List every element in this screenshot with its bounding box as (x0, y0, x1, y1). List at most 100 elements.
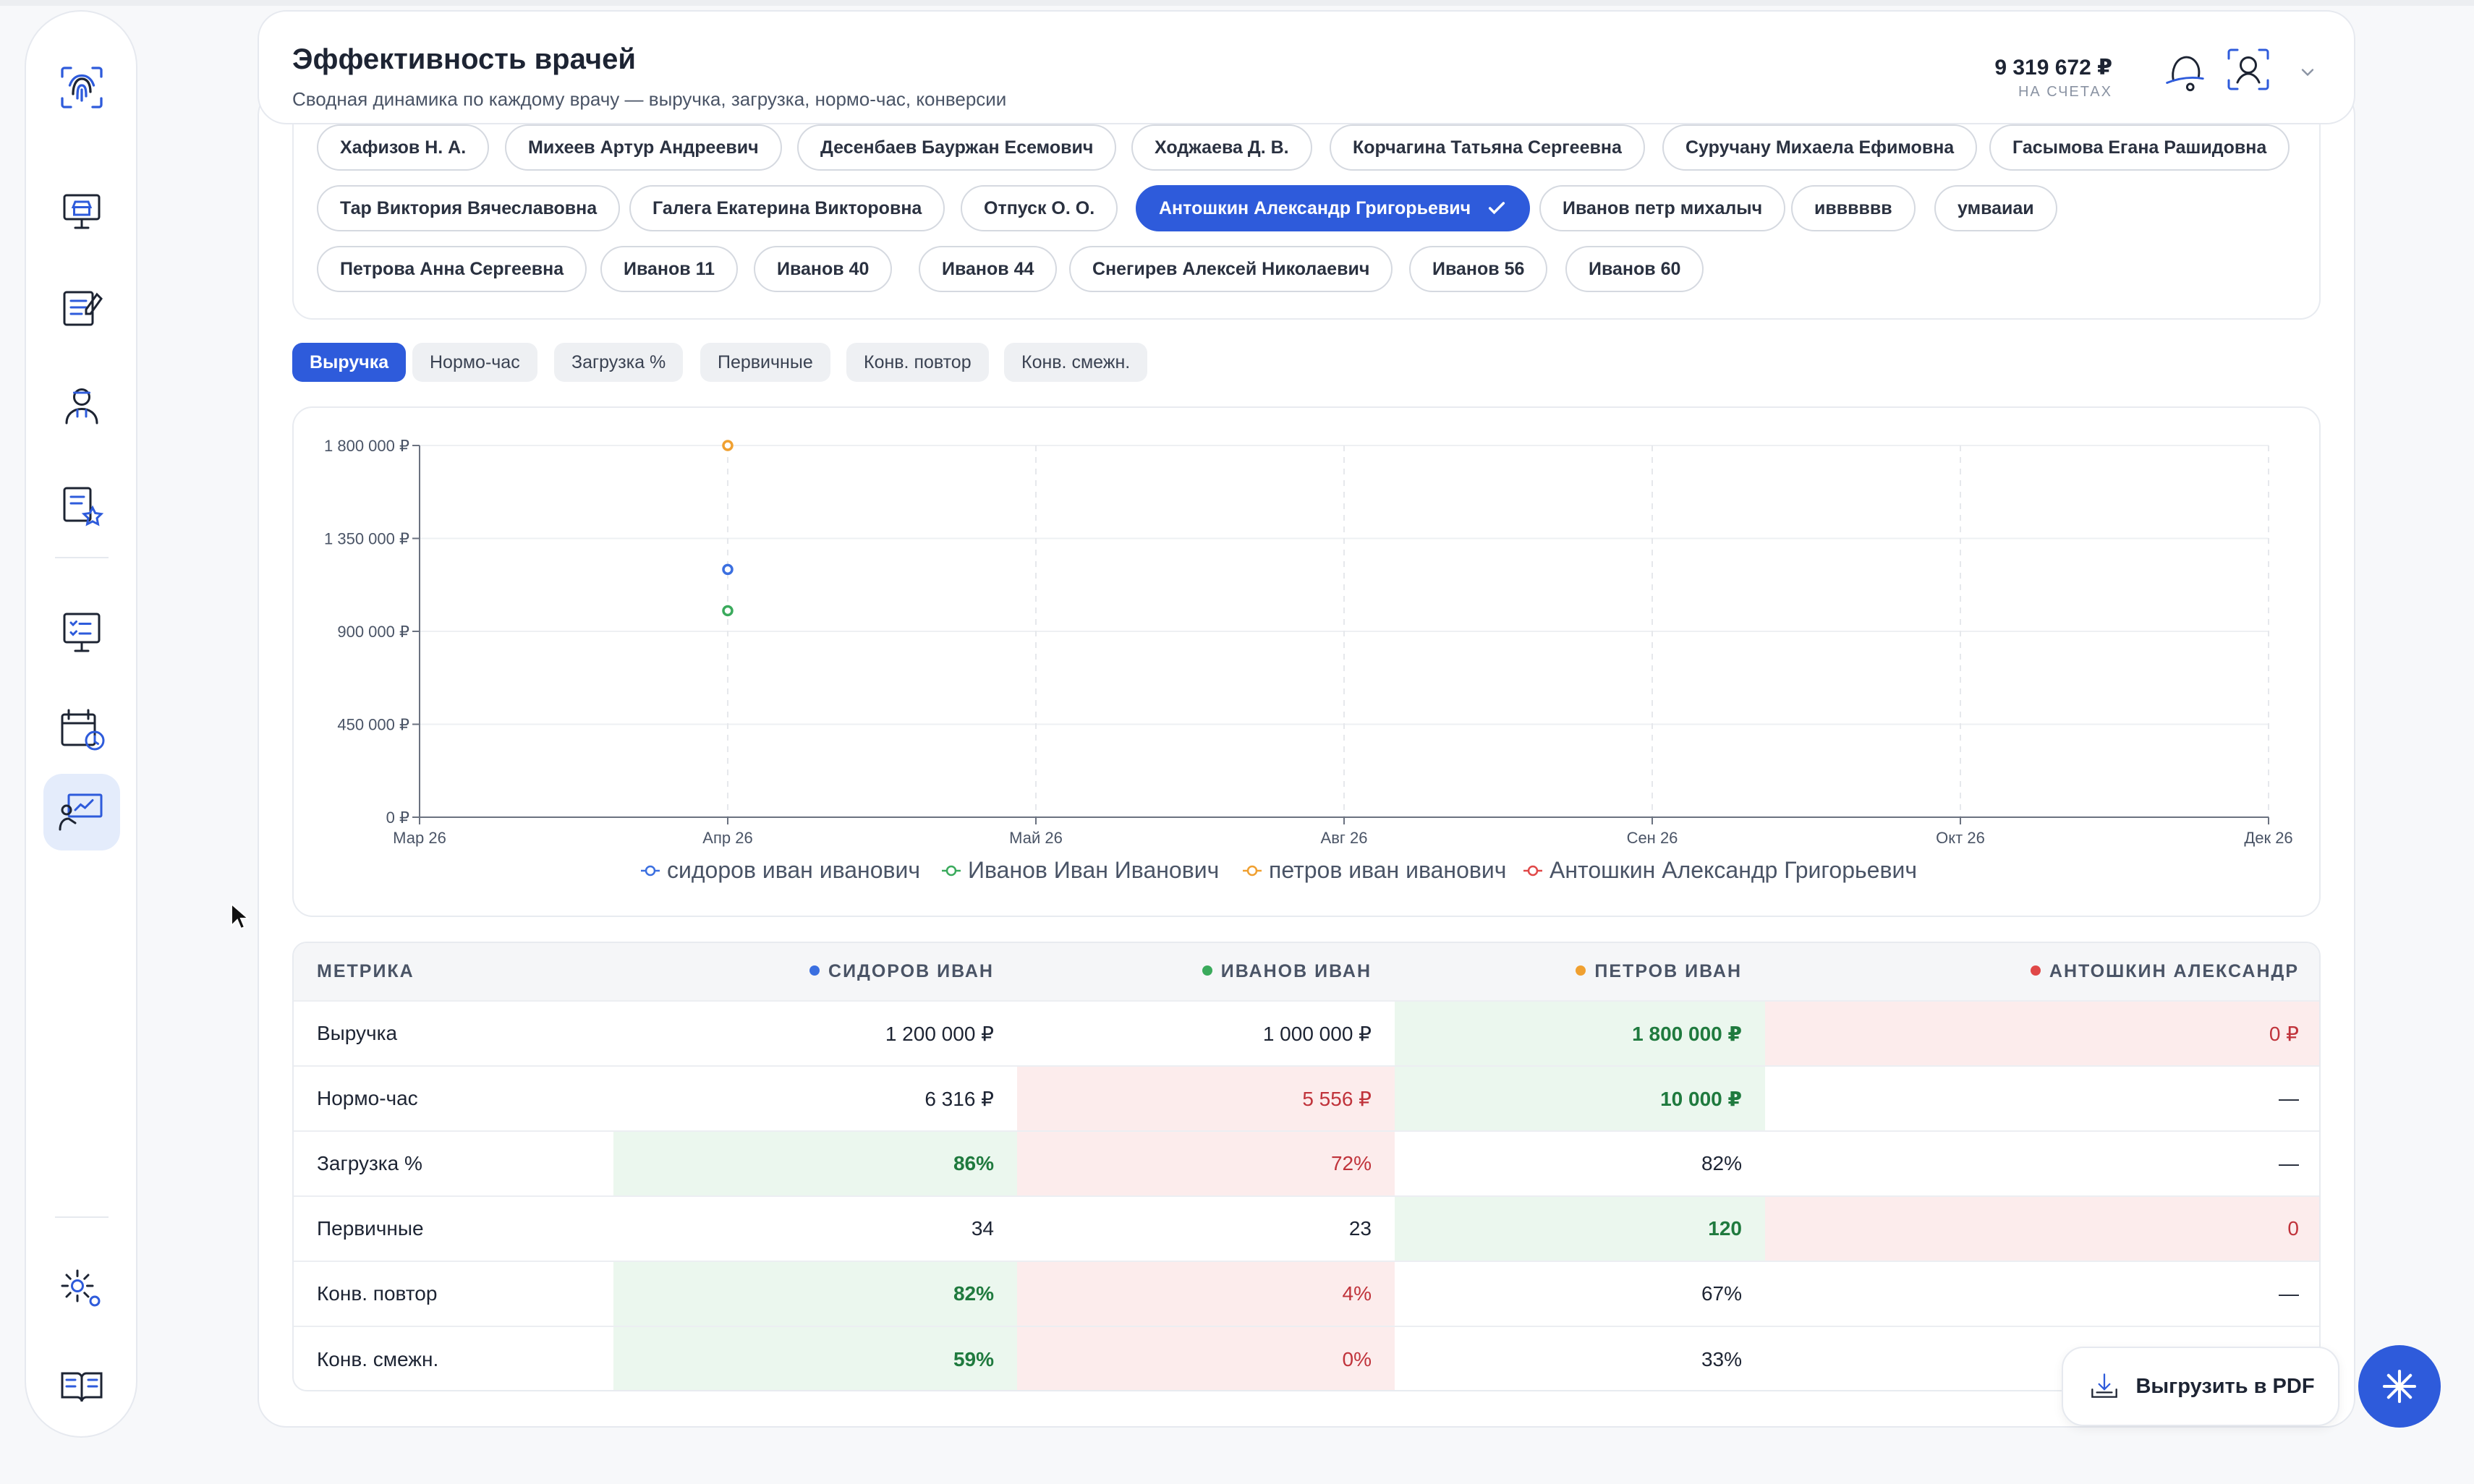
doctor-filter-box (292, 116, 2321, 320)
doctor-chip-label: ивввввв (1814, 197, 1892, 218)
doctor-chip-label: Антошкин Александр Григорьевич (1159, 197, 1471, 218)
doctor-chip-label: Корчагина Татьяна Сергеевна (1353, 137, 1622, 158)
doctor-chip[interactable]: Гасымова Егана Рашидовна (1989, 124, 2290, 171)
fingerprint-logo-icon[interactable] (43, 49, 120, 126)
x-tick-label: Дек 26 (2244, 829, 2292, 847)
doctor-chip[interactable]: Тар Виктория Вячеславовна (317, 185, 621, 231)
table-header-cell: АНТОШКИН АЛЕКСАНДР (1765, 943, 2319, 1002)
doctor-chip[interactable]: ивввввв (1791, 185, 1916, 231)
presentation-chart-icon[interactable] (43, 774, 120, 850)
series-color-dot (809, 965, 820, 976)
export-pdf-label: Выгрузить в PDF (2135, 1374, 2315, 1398)
legend-marker (945, 865, 957, 877)
tab-metric[interactable]: Первичные (700, 343, 830, 382)
data-point (722, 440, 734, 451)
revenue-chart: 0 ₽ 450 000 ₽ 900 000 ₽ 1 350 000 ₽ 1 800 00… (324, 437, 2293, 883)
account-balance-label: НА СЧЕТАХ (2018, 84, 2112, 100)
table-row: Первичные 34 23 120 0 (294, 1196, 2319, 1262)
metric-value-cell: — (1765, 1066, 2319, 1132)
doctor-chip[interactable]: Суручану Михаела Ефимовна (1662, 124, 1978, 171)
doctor-chip[interactable]: Иванов 60 (1565, 246, 1704, 292)
series-color-dot (1202, 965, 1212, 976)
face-scan-icon[interactable] (2222, 43, 2274, 95)
series-color-dot (1576, 965, 1586, 976)
book-icon[interactable] (43, 1348, 120, 1425)
metric-value-cell: 6 316 ₽ (613, 1066, 1017, 1132)
y-tick-label: 0 ₽ (386, 809, 409, 827)
y-tick-label: 450 000 ₽ (337, 716, 409, 734)
legend-marker (645, 865, 656, 877)
doctor-chip[interactable]: Десенбаев Бауржан Есемович (797, 124, 1117, 171)
doctor-chip[interactable]: Хафизов Н. А. (317, 124, 490, 171)
tab-metric[interactable]: Нормо-час (412, 343, 537, 382)
tab-metric[interactable]: Конв. смежн. (1004, 343, 1148, 382)
metric-value-cell: 1 000 000 ₽ (1017, 1001, 1395, 1067)
x-tick-label: Сен 26 (1627, 829, 1678, 847)
doctor-chip-label: Снегирев Алексей Николаевич (1092, 258, 1370, 279)
metric-name-cell: Первичные (294, 1196, 613, 1262)
notification-bell-icon[interactable] (2159, 45, 2209, 95)
doctor-chip[interactable]: Отпуск О. О. (961, 185, 1118, 231)
metric-value-cell: 4% (1017, 1261, 1395, 1327)
sidebar (25, 10, 137, 1438)
doctor-chip[interactable]: Снегирев Алексей Николаевич (1069, 246, 1393, 292)
calendar-clock-icon[interactable] (43, 691, 120, 768)
doctor-chip-label: Гасымова Егана Рашидовна (2012, 137, 2267, 158)
doctor-chip[interactable]: Ходжаева Д. В. (1131, 124, 1312, 171)
doctor-chip[interactable]: Петрова Анна Сергеевна (317, 246, 587, 292)
doctor-chip-label: Галега Екатерина Викторовна (652, 197, 922, 218)
doctor-chip[interactable]: Иванов 40 (754, 246, 893, 292)
doctor-chip[interactable]: Иванов петр михалыч (1539, 185, 1786, 231)
review-star-icon[interactable] (43, 467, 120, 544)
x-tick-label: Мар 26 (393, 829, 446, 847)
metric-value-cell: 72% (1017, 1131, 1395, 1197)
metric-value-cell: 82% (613, 1261, 1017, 1327)
export-pdf-button[interactable]: Выгрузить в PDF (2062, 1347, 2339, 1426)
table-header-label: ПЕТРОВ ИВАН (1594, 961, 1742, 981)
doctor-icon[interactable] (43, 367, 120, 444)
tab-metric[interactable]: Загрузка % (554, 343, 684, 382)
legend-label: петров иван иванович (1269, 857, 1506, 883)
table-header-label: ИВАНОВ ИВАН (1220, 961, 1372, 981)
clipboard-list-icon[interactable] (43, 269, 120, 346)
doctor-chip-label: Отпуск О. О. (984, 197, 1095, 218)
tab-metric[interactable]: Выручка (292, 343, 407, 382)
chevron-down-icon[interactable] (2297, 62, 2318, 82)
metric-value-cell: — (1765, 1261, 2319, 1327)
table-header-row: МЕТРИКА СИДОРОВ ИВАН ИВАНОВ ИВАН ПЕТРОВ ИВА… (294, 943, 2319, 1002)
assistant-fab-button[interactable] (2358, 1345, 2441, 1428)
doctor-chip[interactable]: Иванов 44 (919, 246, 1058, 292)
doctor-chip-label: Иванов 60 (1589, 258, 1681, 279)
doctor-chip[interactable]: Иванов 56 (1409, 246, 1548, 292)
settings-gear-icon[interactable] (43, 1250, 120, 1326)
doctor-chip[interactable]: Иванов 11 (600, 246, 739, 292)
checkmark-icon (1489, 202, 1505, 215)
metric-value-cell: 34 (613, 1196, 1017, 1262)
tab-metric[interactable]: Конв. повтор (846, 343, 989, 382)
table-header-cell: ИВАНОВ ИВАН (1017, 943, 1395, 1002)
doctor-chip[interactable]: Галега Екатерина Викторовна (629, 185, 945, 231)
y-tick-label: 1 350 000 ₽ (324, 530, 409, 548)
metric-value-cell: 23 (1017, 1196, 1395, 1262)
doctor-chip-label: Иванов 11 (624, 258, 715, 279)
doctor-chip-label: умваиаи (1957, 197, 2034, 218)
page-title: Эффективность врачей (292, 43, 636, 75)
x-tick-label: Май 26 (1009, 829, 1063, 847)
chart-card: 0 ₽ 450 000 ₽ 900 000 ₽ 1 350 000 ₽ 1 800 00… (292, 406, 2321, 917)
monitor-wallet-icon[interactable] (43, 172, 120, 249)
doctor-chip[interactable]: Антошкин Александр Григорьевич (1136, 185, 1531, 231)
doctor-chip-label: Иванов петр михалыч (1563, 197, 1763, 218)
monitor-checklist-icon[interactable] (43, 593, 120, 670)
metrics-table: МЕТРИКА СИДОРОВ ИВАН ИВАНОВ ИВАН ПЕТРОВ ИВА… (294, 943, 2319, 1390)
doctor-chip[interactable]: Михеев Артур Андреевич (505, 124, 782, 171)
table-header-label: АНТОШКИН АЛЕКСАНДР (2049, 961, 2299, 981)
series-color-dot (2030, 965, 2041, 976)
metric-value-cell: 59% (613, 1326, 1017, 1390)
doctor-chip[interactable]: Корчагина Татьяна Сергеевна (1330, 124, 1645, 171)
legend-label: Иванов Иван Иванович (968, 857, 1219, 883)
y-tick-label: 900 000 ₽ (337, 623, 409, 641)
doctor-chip-label: Суручану Михаела Ефимовна (1686, 137, 1955, 158)
doctor-chip[interactable]: умваиаи (1934, 185, 2057, 231)
doctor-chip-label: Иванов 56 (1432, 258, 1525, 279)
table-row: Выручка 1 200 000 ₽1 000 000 ₽1 800 000 ₽… (294, 1001, 2319, 1067)
